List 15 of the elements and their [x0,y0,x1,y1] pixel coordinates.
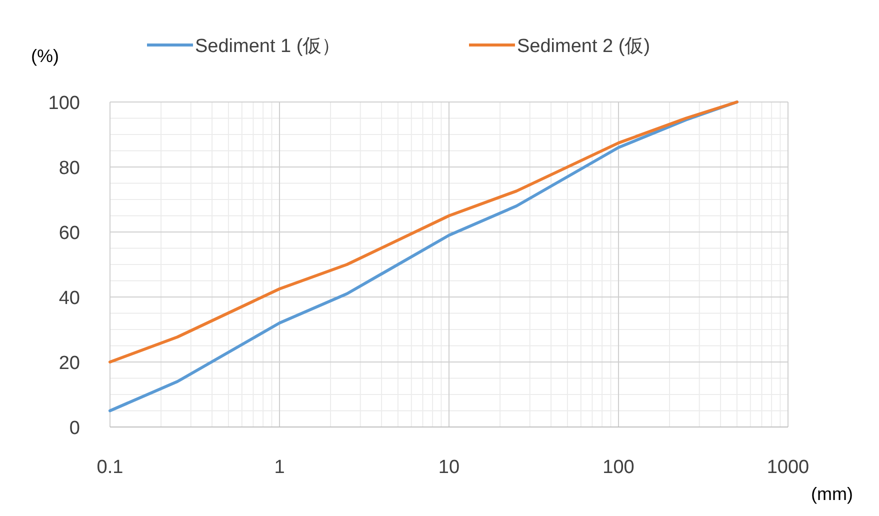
x-tick-label: 10 [438,457,460,478]
y-axis-title: (%) [31,46,59,66]
legend-label: Sediment 2 (仮) [517,36,650,57]
y-tick-label: 60 [58,223,80,244]
y-tick-label: 40 [58,288,80,309]
x-tick-label: 100 [602,457,634,478]
x-tick-label: 1000 [766,457,810,478]
y-tick-label: 20 [58,353,80,374]
y-tick-label: 100 [48,93,80,114]
x-tick-label: 1 [274,457,285,478]
x-tick-label: 0.1 [96,457,124,478]
y-tick-label: 80 [58,158,80,179]
x-axis-title: (mm) [811,484,853,504]
y-tick-label: 0 [69,418,80,439]
legend-label: Sediment 1 (仮） [195,36,341,57]
